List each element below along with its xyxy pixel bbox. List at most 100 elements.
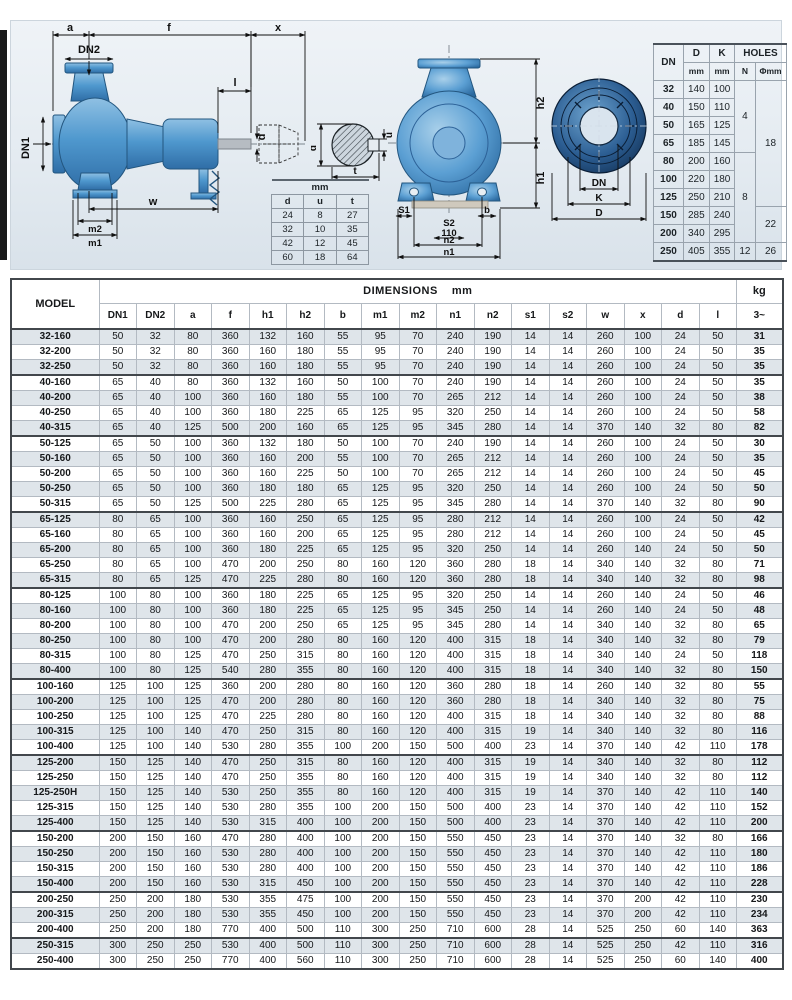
dimension-cell: 125 [173,663,212,680]
dimension-cell: 80 [323,648,362,664]
dimension-cell: 345 [436,603,475,619]
dimension-cell: 100 [98,587,137,604]
dimension-cell: 100 [361,390,400,406]
dimension-cell: 300 [98,937,137,954]
dimension-cell: 80 [98,572,137,589]
dimension-cell: 14 [511,359,550,376]
dimension-cell: 550 [436,846,475,862]
table-row: 40-250 65 40 100 360 180 225 65 125 95 320 250 14 14 2… [10,405,784,421]
dimension-cell: 225 [286,587,325,604]
dimension-cell: 280 [248,663,287,680]
dimension-cell: 14 [548,618,587,634]
dimension-cell: 280 [473,420,512,437]
dimension-cell: 14 [548,648,587,664]
dimension-cell: 360 [436,678,475,695]
dimension-cell: 125 [361,587,400,604]
dimension-cell: 360 [211,527,250,543]
dimension-cell: 80 [136,603,175,619]
dimension-cell: 65 [98,451,137,467]
model-cell: 100-400 [10,739,100,756]
dimension-cell: 50 [136,435,175,452]
dimension-cell: 280 [286,496,325,513]
dimension-cell: 360 [211,344,250,360]
dimension-cell: 125 [173,420,212,437]
dimension-cell: 65 [323,587,362,604]
table-row: 150-250 200 150 160 530 280 400 100 200 150 550 450… [10,846,784,862]
dimension-cell: 100 [361,374,400,391]
table-row: 50-160 65 50 100 360 160 200 55 100 70 265 212 14 14 2… [10,451,784,467]
model-cell: 32-250 [10,359,100,376]
dimension-cell: 32 [661,694,700,710]
dimension-cell: 50 [98,328,137,345]
dimension-cell: 140 [623,830,662,847]
dimension-cell: 250 [623,922,662,939]
dimension-cell: 110 [698,876,738,893]
dimension-cell: 100 [623,374,662,391]
dimension-cell: 140 [623,861,662,877]
dimension-cell: 14 [548,800,587,816]
dimension-cell: 40 [136,374,175,391]
dimension-cell: 225 [248,709,287,725]
dimension-cell: 150 [398,876,437,893]
dimension-cell: 470 [211,648,250,664]
dimension-cell: 180 [286,435,325,452]
dimension-cell: 42 [661,891,700,908]
dimension-cell: 95 [398,527,437,543]
dimension-cell: 360 [436,557,475,573]
model-cell: 50-160 [10,451,100,467]
flange-table-header-row: DN D K HOLES [653,43,787,81]
weight-cell: 65 [736,618,784,634]
dimension-cell: 50 [698,374,738,391]
weight-cell: 400 [736,953,784,970]
dimension-cell: 14 [511,374,550,391]
dimension-cell: 370 [586,739,625,756]
holes-diameter-header: Φmm [754,62,787,81]
dimension-cell: 55 [323,451,362,467]
weight-cell: 46 [736,587,784,604]
dimension-cell: 160 [286,420,325,437]
dimension-cell: 200 [136,907,175,923]
dimension-cell: 280 [248,846,287,862]
dimension-cell: 140 [623,557,662,573]
dimension-cell: 14 [548,435,587,452]
dimension-cell: 160 [361,648,400,664]
dimension-cell: 14 [548,542,587,558]
dimension-cell: 19 [511,770,550,786]
dimension-cell: 24 [661,527,700,543]
dimension-cell: 95 [361,359,400,376]
dimension-cell: 100 [623,481,662,497]
dimension-cell: 100 [173,542,212,558]
dimension-cell: 100 [173,405,212,421]
dimension-cell: 260 [586,328,625,345]
keyway-table-title: mm [271,179,369,195]
dimension-cell: 150 [398,815,437,832]
dimension-cell: 360 [211,405,250,421]
dimension-cell: 125 [361,542,400,558]
dimension-cell: 250 [473,603,512,619]
dimension-cell: 120 [398,648,437,664]
dimension-cell: 23 [511,830,550,847]
dimension-cell: 770 [211,922,250,939]
dimension-cell: 370 [586,815,625,832]
dimension-cell: 80 [698,420,738,437]
dimension-cell: 100 [623,405,662,421]
dimension-cell: 14 [548,481,587,497]
dn-cell: 125 [653,188,684,207]
dimension-cell: 24 [661,466,700,482]
dimension-cell: 530 [211,815,250,832]
dimension-cell: 560 [286,953,325,970]
dimension-cell: 400 [286,815,325,832]
keyway-column-header: u [303,194,337,209]
dimension-cell: 125 [173,648,212,664]
dimension-cell: 80 [323,770,362,786]
dimension-cell: 70 [398,328,437,345]
dimension-cell: 140 [173,785,212,801]
dimension-cell: 32 [661,754,700,771]
dimension-cell: 24 [661,359,700,376]
dimension-cell: 475 [286,891,325,908]
table-row: 100-200 125 100 125 470 200 280 80 160 120 360 280 1… [10,694,784,710]
dimension-cell: 100 [98,603,137,619]
dimension-cell: 42 [661,907,700,923]
dimension-cell: 280 [473,618,512,634]
weight-cell: 50 [736,481,784,497]
